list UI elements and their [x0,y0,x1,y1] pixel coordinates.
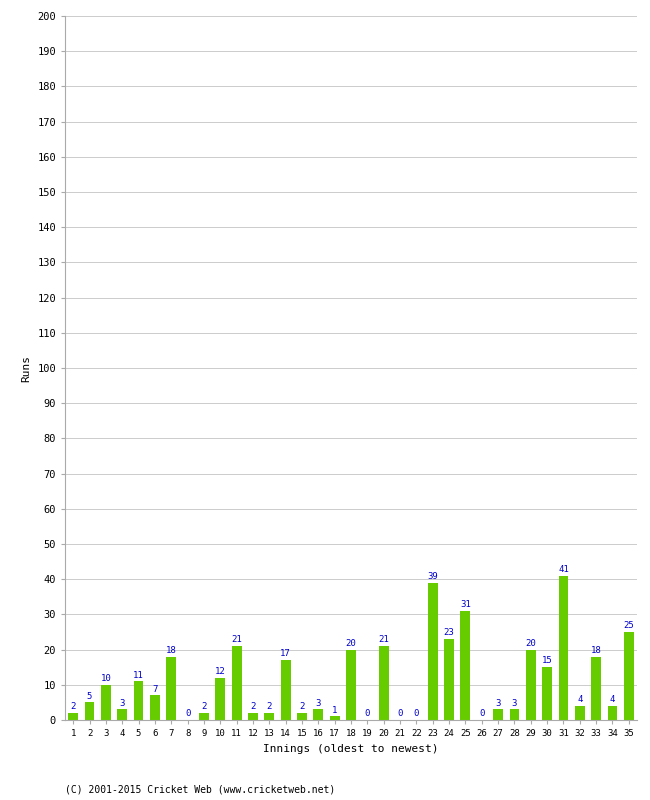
Text: 20: 20 [525,639,536,648]
Text: 21: 21 [231,635,242,644]
Bar [460,611,471,720]
Bar [608,706,617,720]
Bar [101,685,111,720]
Bar [558,576,568,720]
Bar [166,657,176,720]
Bar [444,639,454,720]
Text: 3: 3 [512,698,517,708]
Bar [592,657,601,720]
Text: 0: 0 [185,710,190,718]
Text: 18: 18 [591,646,601,655]
Text: 0: 0 [365,710,370,718]
Text: 11: 11 [133,670,144,679]
Bar [330,717,339,720]
Text: 17: 17 [280,650,291,658]
Bar [84,702,94,720]
X-axis label: Innings (oldest to newest): Innings (oldest to newest) [263,743,439,754]
Text: 3: 3 [316,698,321,708]
Bar [248,713,258,720]
Bar [510,710,519,720]
Bar [199,713,209,720]
Text: 4: 4 [610,695,615,704]
Text: 41: 41 [558,565,569,574]
Text: 7: 7 [152,685,157,694]
Bar [624,632,634,720]
Text: 20: 20 [346,639,356,648]
Bar [297,713,307,720]
Text: 39: 39 [427,572,438,581]
Y-axis label: Runs: Runs [21,354,32,382]
Text: 3: 3 [120,698,125,708]
Text: 0: 0 [479,710,484,718]
Text: 12: 12 [215,667,226,676]
Bar [68,713,78,720]
Bar [493,710,503,720]
Text: 23: 23 [444,628,454,638]
Bar [542,667,552,720]
Text: 0: 0 [397,710,403,718]
Text: 2: 2 [266,702,272,711]
Text: (C) 2001-2015 Cricket Web (www.cricketweb.net): (C) 2001-2015 Cricket Web (www.cricketwe… [65,784,335,794]
Text: 15: 15 [541,657,552,666]
Bar [526,650,536,720]
Text: 0: 0 [413,710,419,718]
Text: 2: 2 [250,702,255,711]
Text: 2: 2 [70,702,76,711]
Text: 31: 31 [460,600,471,609]
Bar [575,706,585,720]
Text: 1: 1 [332,706,337,714]
Text: 4: 4 [577,695,582,704]
Text: 2: 2 [202,702,207,711]
Text: 3: 3 [495,698,500,708]
Text: 18: 18 [166,646,177,655]
Text: 21: 21 [378,635,389,644]
Bar [117,710,127,720]
Text: 25: 25 [623,622,634,630]
Text: 10: 10 [101,674,111,683]
Bar [150,695,160,720]
Text: 5: 5 [87,692,92,701]
Text: 2: 2 [299,702,305,711]
Bar [313,710,323,720]
Bar [265,713,274,720]
Bar [281,660,291,720]
Bar [346,650,356,720]
Bar [215,678,225,720]
Bar [379,646,389,720]
Bar [134,682,144,720]
Bar [231,646,242,720]
Bar [428,582,437,720]
